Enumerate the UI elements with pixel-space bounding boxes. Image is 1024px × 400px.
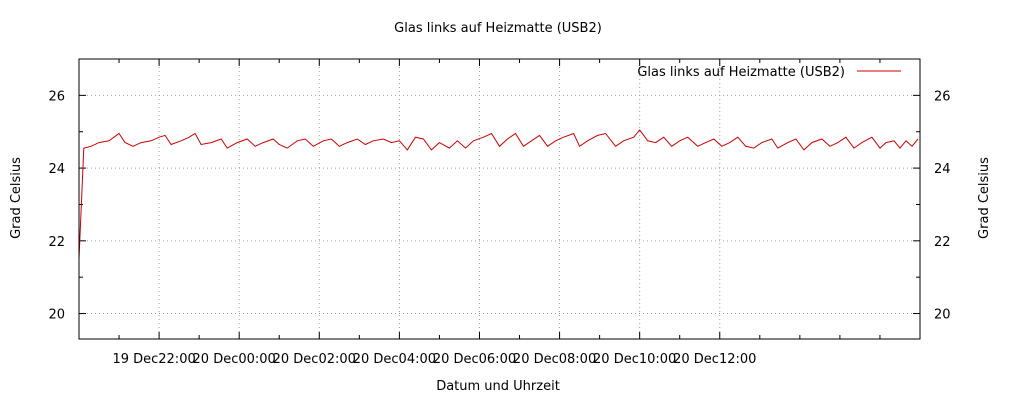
legend-label: Glas links auf Heizmatte (USB2) <box>637 65 845 80</box>
y-tick-label: 26 <box>48 89 65 104</box>
x-tick-label: 20 Dec12:00 <box>673 352 756 367</box>
plot-frame <box>78 58 921 340</box>
legend: Glas links auf Heizmatte (USB2) <box>637 65 901 80</box>
x-tick-label: 20 Dec10:00 <box>593 352 676 367</box>
y2-tick-label: 20 <box>934 308 951 323</box>
x-tick-label: 20 Dec06:00 <box>433 352 516 367</box>
y-tick-label: 24 <box>48 162 65 177</box>
y-tick-label: 20 <box>48 308 65 323</box>
y2-axis-label: Grad Celsius <box>977 157 992 239</box>
series-layer <box>78 129 919 260</box>
y2-tick-label: 24 <box>934 162 951 177</box>
grid-lines <box>79 59 920 339</box>
y-tick-label: 22 <box>48 235 65 250</box>
y-axis-label: Grad Celsius <box>9 157 24 239</box>
y2-tick-label: 22 <box>934 235 951 250</box>
x-tick-label: 20 Dec04:00 <box>353 352 436 367</box>
x-tick-label: 20 Dec08:00 <box>513 352 596 367</box>
x-tick-label: 20 Dec00:00 <box>193 352 276 367</box>
series-line <box>78 129 919 260</box>
x-axis-label: Datum und Uhrzeit <box>436 379 560 394</box>
chart-title: Glas links auf Heizmatte (USB2) <box>394 21 602 36</box>
x-tick-label: 20 Dec02:00 <box>273 352 356 367</box>
y2-tick-label: 26 <box>934 89 951 104</box>
x-tick-label: 19 Dec22:00 <box>112 352 195 367</box>
